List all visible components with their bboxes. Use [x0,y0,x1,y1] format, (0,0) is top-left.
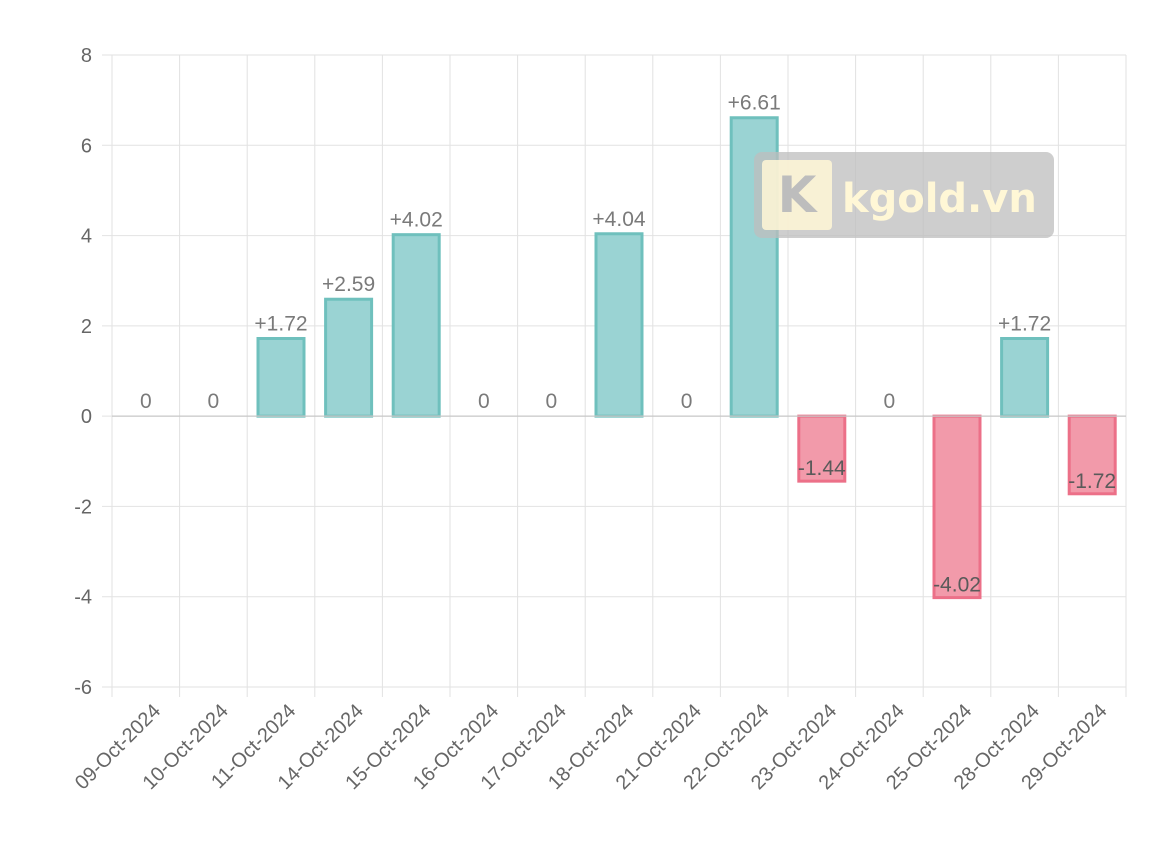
y-tick-label: 2 [81,316,92,338]
data-label: -4.02 [933,574,981,597]
y-tick-label: -4 [74,587,92,609]
bar [324,297,374,418]
y-axis: 8 6 4 2 0 -2 -4 -6 [74,45,92,699]
data-label: 0 [546,390,558,413]
data-label: 0 [478,390,490,413]
watermark-logo: K kgold.vn [754,152,1054,238]
data-label: +4.04 [592,208,645,231]
watermark-logo-mark [762,160,832,230]
y-tick-label: 8 [81,45,92,67]
bar [256,336,306,418]
bar [1000,336,1050,418]
x-axis: 09-Oct-202410-Oct-202411-Oct-202414-Oct-… [71,700,1112,794]
data-label: 0 [140,390,152,413]
data-label: +1.72 [998,312,1051,335]
watermark-logo-letter: K [778,166,819,224]
y-tick-label: -2 [74,496,92,518]
data-label: +1.72 [254,312,307,335]
data-label: -1.72 [1068,470,1116,493]
data-label: +4.02 [390,209,443,232]
data-label: 0 [884,390,896,413]
watermark-text: kgold.vn [842,176,1037,222]
data-labels: 0 0 +1.72 +2.59 +4.02 0 0 +4.04 0 +6.61 -1.44 0 -4.0… [140,92,1116,597]
data-label: +6.61 [728,92,781,115]
bar [1067,414,1117,496]
data-label: 0 [681,390,693,413]
bar [932,414,982,600]
bar [594,232,644,418]
bar [391,233,441,418]
y-tick-label: 0 [81,406,92,428]
y-tick-label: -6 [74,677,92,699]
bar-series [256,116,1117,600]
data-label: -1.44 [798,457,846,480]
data-label: +2.59 [322,273,375,296]
data-label: 0 [208,390,220,413]
y-tick-label: 6 [81,135,92,157]
y-tick-label: 4 [81,226,92,248]
